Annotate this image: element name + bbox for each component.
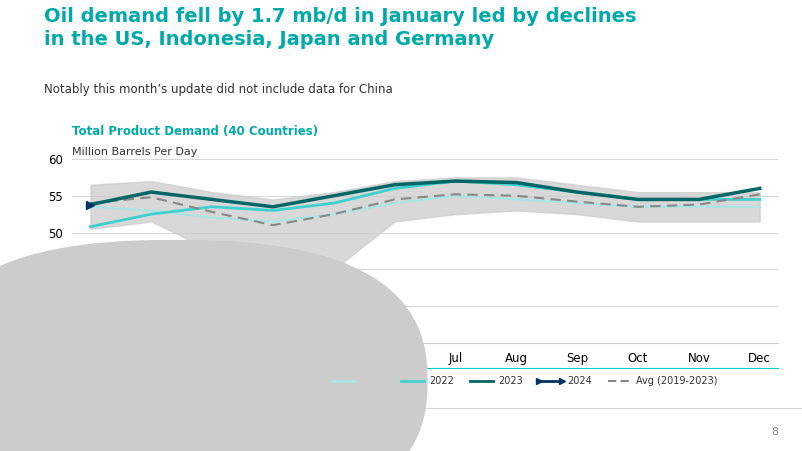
Text: ENERGY: ENERGY [75,426,96,431]
Text: Range (2019-2023): Range (2019-2023) [192,376,287,386]
Text: INTERNATIONAL: INTERNATIONAL [75,418,118,423]
Text: 2023: 2023 [499,376,523,386]
Text: 2021: 2021 [361,376,385,386]
Text: Oil demand fell by 1.7 mb/d in January led by declines
in the US, Indonesia, Jap: Oil demand fell by 1.7 mb/d in January l… [44,7,637,49]
Text: Million Barrels Per Day: Million Barrels Per Day [72,147,197,156]
Text: 8: 8 [771,427,778,437]
Text: 2024: 2024 [568,376,592,386]
Text: Notably this month’s update did not include data for China: Notably this month’s update did not incl… [44,83,393,97]
Text: Total Product Demand (40 Countries): Total Product Demand (40 Countries) [72,124,318,138]
Text: 2022: 2022 [430,376,455,386]
Text: FORUM: FORUM [75,435,95,440]
Text: Avg (2019-2023): Avg (2019-2023) [637,376,718,386]
Text: IEF: IEF [32,413,73,437]
Text: Source: IEF, JODI Oil: Source: IEF, JODI Oil [44,377,134,386]
